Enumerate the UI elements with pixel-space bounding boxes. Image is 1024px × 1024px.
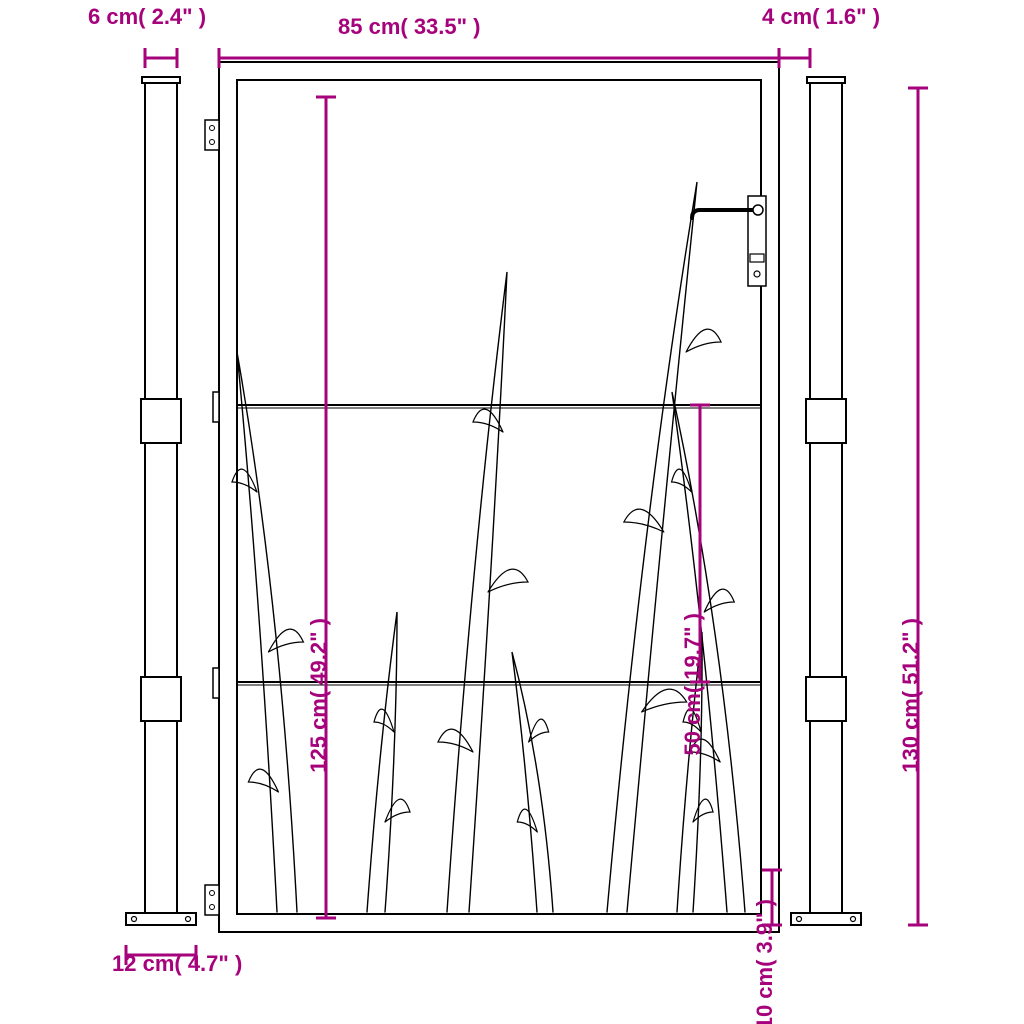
dim-right-total-height: 130 cm( 51.2" ) bbox=[900, 618, 922, 773]
dim-mid-gap-height: 50 cm( 19.7" ) bbox=[682, 613, 704, 756]
dim-gate-to-floor: 10 cm( 3.9" ) bbox=[754, 899, 776, 1024]
dim-top-gate-width: 85 cm( 33.5" ) bbox=[338, 16, 481, 38]
gate-dimension-diagram bbox=[0, 0, 1024, 1024]
dim-top-gap-width: 4 cm( 1.6" ) bbox=[762, 6, 880, 28]
dim-top-post-width: 6 cm( 2.4" ) bbox=[88, 6, 206, 28]
dim-base-width: 12 cm( 4.7" ) bbox=[112, 953, 242, 975]
dim-inner-height: 125 cm( 49.2" ) bbox=[308, 618, 330, 773]
